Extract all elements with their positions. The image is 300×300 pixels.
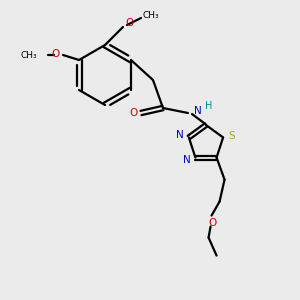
Text: S: S xyxy=(229,131,236,141)
Text: N: N xyxy=(194,106,202,116)
Text: N: N xyxy=(182,154,190,165)
Text: O: O xyxy=(208,218,217,228)
Text: N: N xyxy=(176,130,184,140)
Text: O: O xyxy=(52,49,60,59)
Text: CH₃: CH₃ xyxy=(143,11,159,20)
Text: O: O xyxy=(130,108,138,118)
Text: H: H xyxy=(205,101,212,111)
Text: CH₃: CH₃ xyxy=(20,50,37,59)
Text: O: O xyxy=(125,18,133,28)
